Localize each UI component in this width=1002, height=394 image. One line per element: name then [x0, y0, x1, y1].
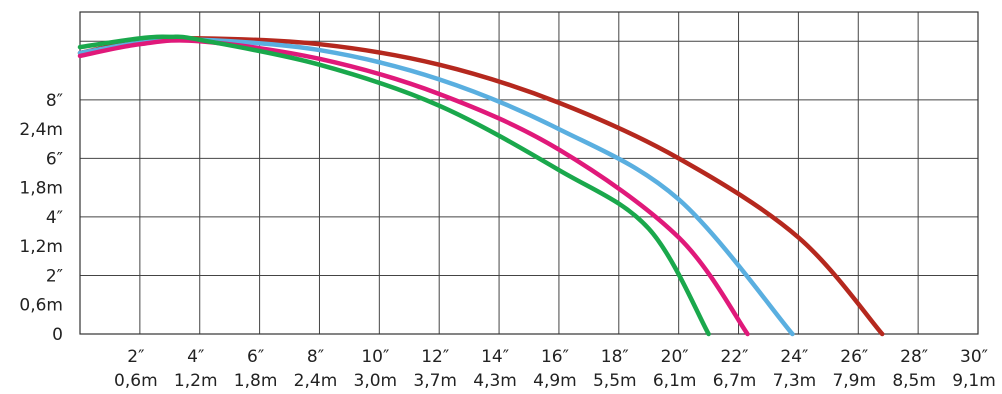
chart-grid	[79, 11, 979, 335]
x-tick-label-metric: 3,0m	[354, 371, 398, 391]
y-tick-label: 2,4m	[19, 120, 63, 140]
y-tick-label: 2″	[46, 266, 63, 286]
x-tick-label-metric: 1,2m	[174, 371, 218, 391]
x-tick-label-metric: 7,9m	[832, 371, 876, 391]
x-tick-label-metric: 3,7m	[413, 371, 457, 391]
x-axis-labels: 2″ 0,6m 4″ 1,2m 6″ 1,8m 8″ 2,4m 10″ 3,0m 12″ 3,7m 14…	[114, 347, 996, 391]
x-tick-label-metric: 1,8m	[234, 371, 278, 391]
x-tick-label-inch: 30″	[960, 347, 988, 367]
y-tick-label: 8″	[46, 91, 63, 111]
x-tick-label-inch: 24″	[780, 347, 808, 367]
x-tick-label-metric: 9,1m	[952, 371, 996, 391]
y-tick-label: 0,6m	[19, 296, 63, 316]
x-tick-label-metric: 4,3m	[473, 371, 517, 391]
x-tick-label-inch: 10″	[361, 347, 389, 367]
plot-frame	[79, 11, 979, 335]
series-line-3	[77, 38, 750, 337]
x-tick-label-inch: 12″	[421, 347, 449, 367]
y-tick-label: 1,2m	[19, 237, 63, 257]
x-tick-label-inch: 18″	[601, 347, 629, 367]
y-axis-labels: 0 0,6m 2″ 1,2m 4″ 1,8m 6″ 2,4m 8″	[19, 91, 63, 345]
series-line-1	[77, 35, 885, 337]
x-tick-label-metric: 8,5m	[892, 371, 936, 391]
x-tick-label-inch: 14″	[481, 347, 509, 367]
series-line-4	[77, 34, 711, 337]
x-tick-label-inch: 2″	[127, 347, 144, 367]
x-tick-label-inch: 20″	[661, 347, 689, 367]
x-tick-label-inch: 6″	[247, 347, 264, 367]
x-tick-label-metric: 7,3m	[773, 371, 817, 391]
y-tick-label: 1,8m	[19, 179, 63, 199]
x-tick-label-metric: 6,1m	[653, 371, 697, 391]
x-tick-label-inch: 16″	[541, 347, 569, 367]
x-tick-label-metric: 4,9m	[533, 371, 577, 391]
y-tick-label: 0	[52, 325, 63, 345]
x-tick-label-inch: 4″	[187, 347, 204, 367]
x-tick-label-metric: 2,4m	[294, 371, 338, 391]
x-tick-label-inch: 26″	[840, 347, 868, 367]
chart-series	[77, 34, 885, 337]
y-tick-label: 4″	[46, 208, 63, 228]
x-tick-label-metric: 5,5m	[593, 371, 637, 391]
x-tick-label-inch: 22″	[721, 347, 749, 367]
x-tick-label-inch: 28″	[900, 347, 928, 367]
x-tick-label-metric: 0,6m	[114, 371, 158, 391]
x-tick-label-metric: 6,7m	[713, 371, 757, 391]
x-tick-label-inch: 8″	[307, 347, 324, 367]
y-tick-label: 6″	[46, 149, 63, 169]
